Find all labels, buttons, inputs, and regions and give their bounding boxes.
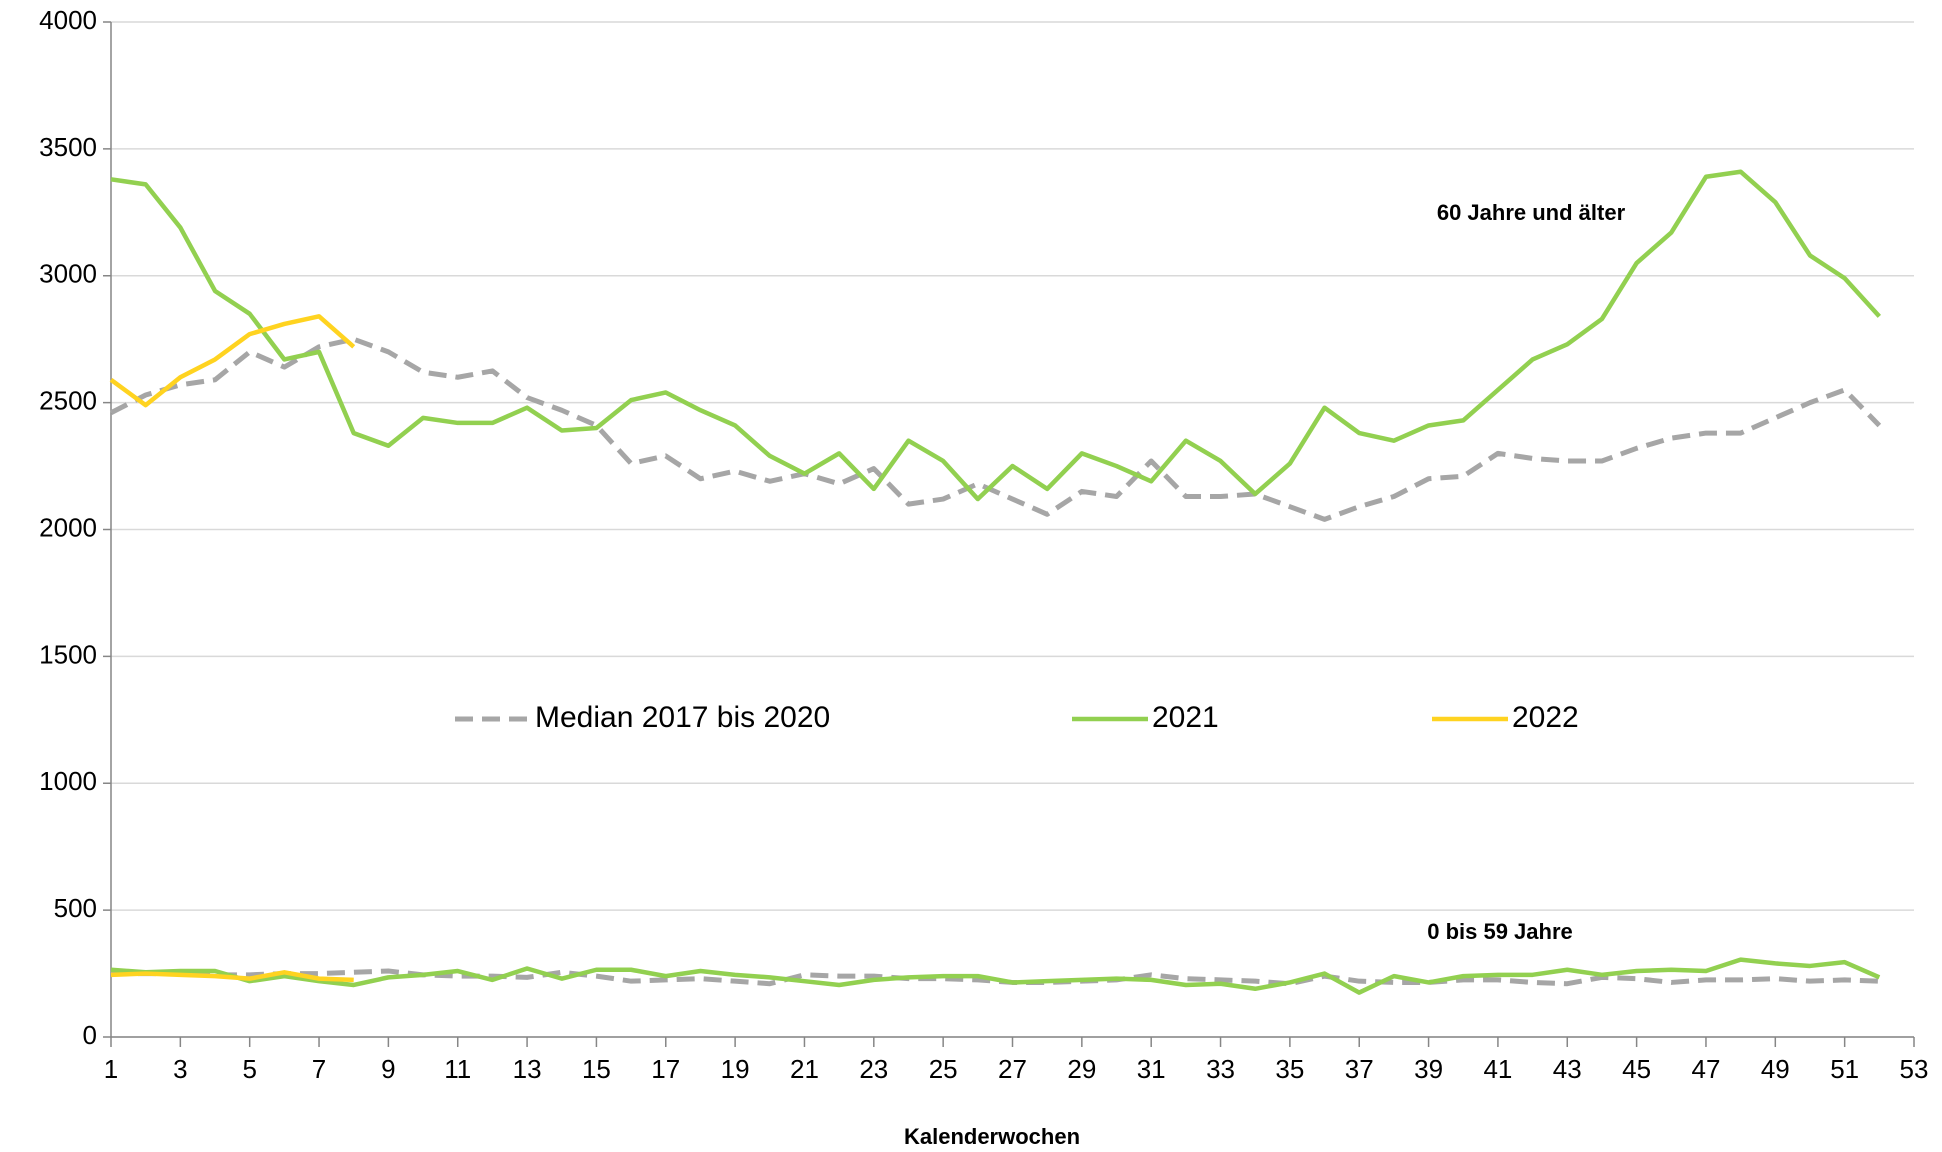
x-tick-label: 1 (104, 1054, 118, 1084)
y-tick-label: 1500 (39, 639, 97, 669)
x-tick-label: 29 (1067, 1054, 1096, 1084)
y-tick-label: 0 (83, 1020, 97, 1050)
x-tick-label: 35 (1275, 1054, 1304, 1084)
series-line (110, 957, 1881, 995)
x-tick-label: 21 (790, 1054, 819, 1084)
x-tick-label: 23 (859, 1054, 888, 1084)
series-line (110, 169, 1881, 502)
x-tick-label: 11 (444, 1054, 471, 1084)
x-tick-label: 3 (173, 1054, 187, 1084)
y-tick-label: 500 (54, 893, 97, 923)
x-tick-label: 25 (929, 1054, 958, 1084)
x-tick-label: 43 (1553, 1054, 1582, 1084)
x-tick-label: 47 (1692, 1054, 1721, 1084)
series-line (109, 336, 1882, 522)
series-line (110, 970, 354, 983)
y-tick-label: 1000 (39, 766, 97, 796)
y-tick-label: 2500 (39, 386, 97, 416)
x-axis-title: Kalenderwochen (904, 1124, 1080, 1149)
annotation: 60 Jahre und älter (1437, 200, 1626, 225)
x-tick-label: 31 (1137, 1054, 1166, 1084)
legend-label: 2021 (1152, 701, 1219, 734)
y-tick-label: 2000 (39, 512, 97, 542)
x-tick-label: 5 (242, 1054, 256, 1084)
x-tick-label: 15 (582, 1054, 611, 1084)
x-tick-label: 37 (1345, 1054, 1374, 1084)
x-tick-label: 19 (721, 1054, 750, 1084)
y-tick-label: 3500 (39, 132, 97, 162)
x-tick-label: 41 (1483, 1054, 1512, 1084)
y-tick-label: 4000 (39, 5, 97, 35)
x-tick-label: 45 (1622, 1054, 1651, 1084)
x-tick-label: 33 (1206, 1054, 1235, 1084)
x-tick-label: 51 (1830, 1054, 1859, 1084)
x-tick-label: 27 (998, 1054, 1027, 1084)
x-tick-label: 7 (312, 1054, 326, 1084)
x-tick-label: 17 (651, 1054, 680, 1084)
legend-label: Median 2017 bis 2020 (535, 701, 830, 734)
y-tick-label: 3000 (39, 259, 97, 289)
x-tick-label: 49 (1761, 1054, 1790, 1084)
annotation: 0 bis 59 Jahre (1427, 919, 1573, 944)
series-line (109, 314, 356, 408)
legend-label: 2022 (1512, 701, 1579, 734)
x-tick-label: 39 (1414, 1054, 1443, 1084)
x-tick-label: 9 (381, 1054, 395, 1084)
x-tick-label: 13 (513, 1054, 542, 1084)
x-tick-label: 53 (1900, 1054, 1929, 1084)
